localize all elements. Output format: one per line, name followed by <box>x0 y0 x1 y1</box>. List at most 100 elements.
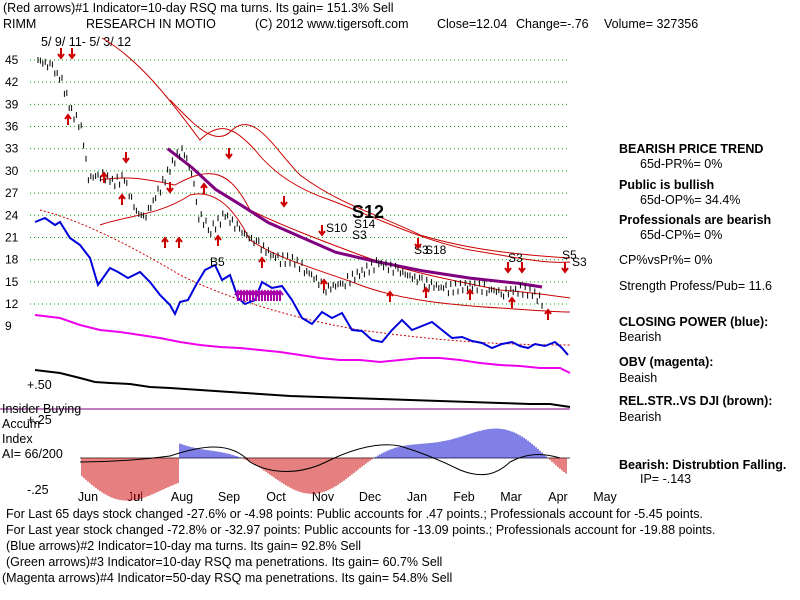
arrow-up-magenta <box>276 289 284 301</box>
signal-s3: S3 <box>352 228 367 242</box>
upper-band <box>101 37 571 263</box>
cpvspr-value: CP%vsPr%= 0% <box>619 253 713 267</box>
bollinger-bands <box>39 37 571 346</box>
op-value: 65d-OP%= 34.4% <box>640 193 741 207</box>
price-bars <box>37 57 543 309</box>
arrow-up-red <box>200 182 208 194</box>
arrow-down-red <box>225 148 233 160</box>
y-tick-42: 42 <box>5 75 19 89</box>
ma-50day-line <box>166 147 543 289</box>
y-tick-39: 39 <box>5 97 19 111</box>
obv-state: Beaish <box>619 371 658 385</box>
y-tick-33: 33 <box>5 142 19 156</box>
x-axis-labels: Jun Jul Aug Sep Oct Nov Dec Jan Feb Mar Apr May <box>78 490 618 504</box>
signal-s12: S12 <box>352 202 384 222</box>
arrow-up-red <box>320 278 328 290</box>
y-tick-27: 27 <box>5 186 19 200</box>
arrow-down-red <box>166 182 174 194</box>
close-value: 12.04 <box>476 17 508 31</box>
arrow-up-red <box>544 308 552 320</box>
dotted-ma <box>39 209 571 346</box>
arrow-down-red <box>518 262 526 274</box>
x-tick-jan: Jan <box>407 490 427 504</box>
accum-ma-line <box>79 444 561 476</box>
arrow-down-red <box>68 48 76 60</box>
copyright: (C) 2012 www.tigersoft.com <box>255 17 409 31</box>
footer-indicator-3: (Green arrows)#3 Indicator=10-day RSQ ma… <box>6 555 443 569</box>
x-tick-sep: Sep <box>218 490 240 504</box>
arrow-down-red <box>122 152 130 164</box>
y-tick-12: 12 <box>5 297 19 311</box>
signal-s14: S14 <box>354 217 376 231</box>
closing-power-line <box>34 216 569 356</box>
signal-s18: S18 <box>425 243 447 257</box>
plus-25-label: +.25 <box>27 413 52 427</box>
x-tick-dec: Dec <box>359 490 381 504</box>
footer-indicator-4: (Magenta arrows)#4 Indicator=50-day RSQ … <box>2 571 453 585</box>
change-value: Change=-.76 <box>516 17 589 31</box>
arrow-up-red <box>466 288 474 300</box>
professionals-status: Professionals are bearish <box>619 213 772 227</box>
plus-50-label: +.50 <box>27 378 52 392</box>
relstr-state: Bearish <box>619 410 662 424</box>
signal-s3: S3 <box>508 251 523 265</box>
ai-value: AI= 66/200 <box>2 447 63 461</box>
signal-s10: S10 <box>326 221 348 235</box>
signal-s3: S3 <box>572 255 587 269</box>
arrow-up-red <box>118 193 126 205</box>
arrow-down-red <box>57 48 65 60</box>
minus-25-label: -.25 <box>27 483 49 497</box>
arrow-down-red <box>504 262 512 274</box>
indicator-arrows <box>57 48 569 320</box>
relstr-line <box>34 369 571 408</box>
x-tick-aug: Aug <box>171 490 193 504</box>
mid-band <box>99 173 571 299</box>
closing-power-state: Bearish <box>619 330 662 344</box>
arrow-up-red <box>214 234 222 246</box>
public-status: Public is bullish <box>619 178 715 192</box>
y-tick-45: 45 <box>5 53 19 67</box>
arrow-up-red <box>422 286 430 298</box>
footer-indicator-2: (Blue arrows)#2 Indicator=10-day ma turn… <box>6 539 362 553</box>
x-tick-jul: Jul <box>127 490 143 504</box>
header-indicator-1: (Red arrows)#1 Indicator=10-day RSQ ma t… <box>3 1 394 15</box>
x-tick-apr: Apr <box>548 490 567 504</box>
arrow-up-red <box>508 296 516 308</box>
close-label: Close= <box>437 17 477 31</box>
arrow-up-red <box>258 256 266 268</box>
lower-band <box>99 193 571 313</box>
accum-label: Accum <box>2 417 41 431</box>
index-label: Index <box>2 432 33 446</box>
y-tick-18: 18 <box>5 253 19 267</box>
x-tick-may: May <box>593 490 617 504</box>
x-tick-feb: Feb <box>453 490 475 504</box>
arrow-up-red <box>175 236 183 248</box>
arrow-up-red <box>100 171 108 183</box>
ip-value: IP= -.143 <box>640 472 692 486</box>
arrow-down-red <box>280 196 288 208</box>
footer-year: For Last year stock changed -72.8% or -3… <box>6 523 716 537</box>
obv-line <box>34 314 571 374</box>
y-tick-24: 24 <box>5 208 19 222</box>
relstr-label: REL.STR..VS DJI (brown): <box>619 394 773 408</box>
x-tick-jun: Jun <box>78 490 98 504</box>
arrow-up-red <box>64 113 72 125</box>
distribution-status: Bearish: Distrubtion Falling. <box>619 458 787 472</box>
company-name: RESEARCH IN MOTIO <box>86 17 216 31</box>
x-tick-nov: Nov <box>312 490 335 504</box>
x-tick-oct: Oct <box>266 490 286 504</box>
closing-power-label: CLOSING POWER (blue): <box>619 315 769 329</box>
y-tick-9: 9 <box>5 319 12 333</box>
signal-b5: B5 <box>210 255 225 269</box>
obv-label: OBV (magenta): <box>619 355 714 369</box>
envelope-upper <box>169 99 571 259</box>
cp-value: 65d-CP%= 0% <box>640 228 723 242</box>
arrow-down-red <box>318 225 326 237</box>
x-tick-mar: Mar <box>500 490 522 504</box>
insider-buying-label: Insider Buying <box>2 402 82 416</box>
pr-value: 65d-PR%= 0% <box>640 157 723 171</box>
y-tick-36: 36 <box>5 120 19 134</box>
volume-value: Volume= 327356 <box>604 17 699 31</box>
y-tick-21: 21 <box>5 230 19 244</box>
